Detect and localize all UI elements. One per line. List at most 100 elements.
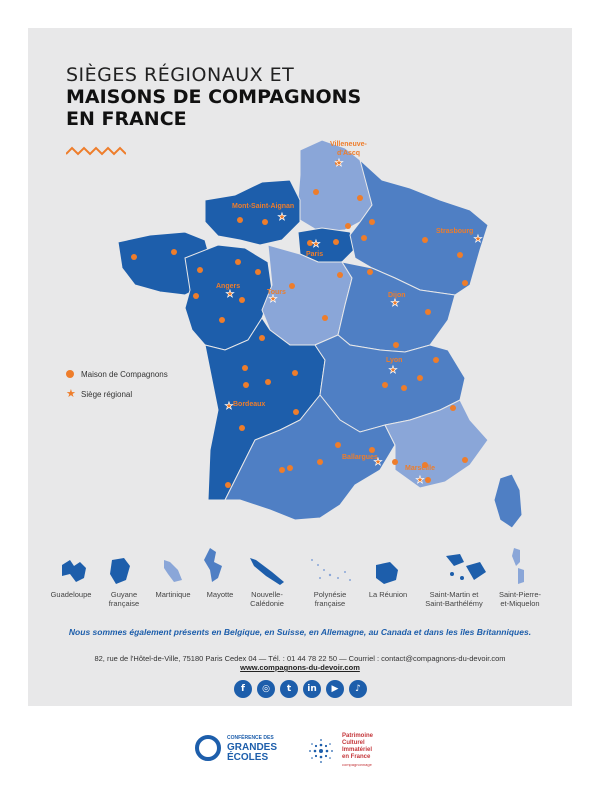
guadeloupe-shape: [62, 560, 86, 582]
maison-dot: [335, 160, 341, 166]
overseas-territories: [62, 548, 524, 585]
siege-star: ★: [416, 475, 425, 486]
pci-logo: Patrimoine Culturel Immatériel en France…: [306, 733, 373, 768]
maison-dot: [225, 482, 231, 488]
siege-label-tours: Tours: [267, 289, 286, 296]
martinique-shape: [164, 560, 182, 582]
maison-dot: [335, 442, 341, 448]
nouvelle-caledonie-shape: [250, 558, 284, 585]
maison-dot: [262, 219, 268, 225]
maison-dot: [265, 379, 271, 385]
siege-stars: ★ ★ ★ ★ ★ ★ ★ ★ ★ ★ ★: [224, 158, 483, 487]
siege-star: ★: [269, 294, 278, 305]
siege-star: ★: [225, 401, 234, 412]
maison-dot: [239, 297, 245, 303]
instagram-icon[interactable]: ◎: [257, 680, 275, 698]
region-corse: [493, 473, 523, 529]
pci-logo-line4: en France: [342, 754, 371, 760]
maison-dot: [450, 405, 456, 411]
tiktok-icon[interactable]: ♪: [349, 680, 367, 698]
maison-dot: [239, 425, 245, 431]
siege-label-ballargues: Ballargues: [342, 454, 378, 461]
also-present-note: Nous sommes également présents en Belgiq…: [68, 627, 532, 637]
siege-label-angers: Angers: [216, 283, 240, 290]
region-occitanie: [224, 394, 396, 521]
maison-dot: [417, 375, 423, 381]
siege-label-mont-saint-aignan: Mont-Saint-Aignan: [232, 203, 294, 210]
maison-dot-icon: [66, 370, 74, 378]
maison-dot: [337, 272, 343, 278]
region-normandie: [204, 179, 301, 246]
pci-logo-sub: compagnonnage: [342, 762, 372, 767]
maison-dot: [462, 280, 468, 286]
maison-dot: [369, 219, 375, 225]
website-link[interactable]: www.compagnons-du-devoir.com: [240, 663, 360, 672]
legend-row-siege: ★ Siège régional: [66, 384, 168, 404]
mayotte-shape: [204, 548, 222, 582]
social-icons: f ◎ t in ▶ ♪: [234, 680, 367, 698]
cge-logo-icon: [195, 735, 221, 761]
polynesie-shape: [311, 559, 351, 581]
maison-dot: [425, 477, 431, 483]
siege-star: ★: [226, 289, 235, 300]
maison-dot: [292, 370, 298, 376]
pci-logo-line1: Patrimoine: [342, 733, 374, 739]
maison-dot: [401, 385, 407, 391]
maison-dot: [235, 259, 241, 265]
maison-dot: [382, 382, 388, 388]
maison-dot: [193, 293, 199, 299]
siege-label-paris: Paris: [306, 251, 323, 258]
maison-dot: [131, 254, 137, 260]
pci-logo-line2: Culturel: [342, 740, 365, 746]
maison-dot: [457, 252, 463, 258]
la-reunion-shape: [376, 562, 398, 584]
siege-star: ★: [374, 457, 383, 468]
siege-star: ★: [389, 365, 398, 376]
region-hauts-de-france: [297, 139, 373, 233]
maison-dot: [462, 457, 468, 463]
maison-dot: [171, 249, 177, 255]
siege-star: ★: [391, 298, 400, 309]
siege-star: ★: [312, 239, 321, 250]
legend-siege-label: Siège régional: [81, 389, 133, 399]
title-line-2: MAISONS DE COMPAGNONS: [66, 86, 362, 108]
page-title: SIÈGES RÉGIONAUX ET MAISONS DE COMPAGNON…: [66, 64, 361, 130]
maison-dot: [369, 447, 375, 453]
cge-logo-ecoles: ÉCOLES: [227, 752, 269, 763]
maison-dot: [237, 217, 243, 223]
postal-address: 82, rue de l'Hôtel-de-Ville, 75180 Paris…: [94, 654, 506, 663]
maison-dot: [422, 237, 428, 243]
siege-label-strasbourg: Strasbourg: [436, 228, 473, 235]
maison-dot: [422, 462, 428, 468]
maison-dot: [219, 317, 225, 323]
territory-label-martinique: Martinique: [155, 590, 191, 599]
maison-dots: [131, 160, 468, 488]
twitter-icon[interactable]: t: [280, 680, 298, 698]
siege-star: ★: [278, 212, 287, 223]
territory-label-saint-pierre: Saint-Pierre-et-Miquelon: [498, 590, 542, 608]
territory-label-polynesie: Polynésie française: [313, 590, 347, 608]
siege-label-villeneuve-1: Villeneuve-: [330, 141, 368, 148]
maison-dot: [322, 315, 328, 321]
pci-logo-line3: Immatériel: [342, 747, 373, 753]
siege-label-marseille: Marseille: [405, 465, 435, 472]
youtube-icon[interactable]: ▶: [326, 680, 344, 698]
maison-dot: [279, 467, 285, 473]
maison-dot: [289, 283, 295, 289]
siege-star: ★: [474, 234, 483, 245]
maison-dot: [357, 195, 363, 201]
zigzag-decoration: [66, 146, 126, 156]
region-provence-alpes-cote-d-azur: [384, 399, 489, 489]
linkedin-icon[interactable]: in: [303, 680, 321, 698]
facebook-icon[interactable]: f: [234, 680, 252, 698]
maison-dot: [392, 459, 398, 465]
legend-row-maison: Maison de Compagnons: [66, 364, 168, 384]
maison-dot: [293, 409, 299, 415]
map-legend: Maison de Compagnons ★ Siège régional: [66, 364, 168, 404]
territory-label-guadeloupe: Guadeloupe: [50, 590, 92, 599]
maison-dot: [313, 189, 319, 195]
maison-dot: [242, 365, 248, 371]
title-line-1: SIÈGES RÉGIONAUX ET: [66, 64, 295, 86]
territory-label-nouvelle-caledonie: Nouvelle- Calédonie: [250, 590, 284, 608]
